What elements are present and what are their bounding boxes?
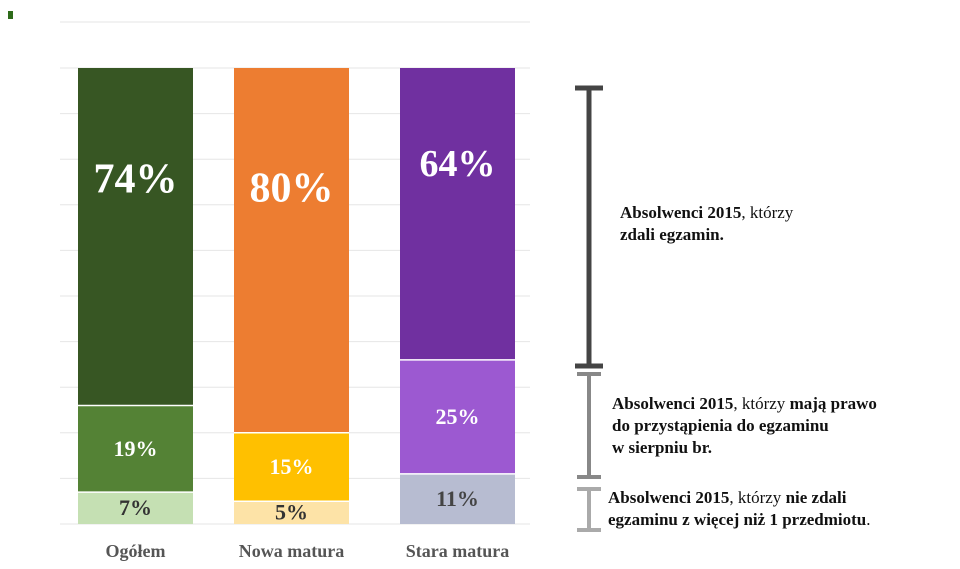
annotation-passed-bold2: zdali egzamin. — [620, 224, 724, 244]
data-label-failed: 7% — [119, 495, 152, 520]
annotation-retake-bold1: Absolwenci 2015 — [612, 394, 734, 413]
data-label-failed: 5% — [275, 500, 308, 525]
bar-segment-retake — [78, 405, 193, 493]
bar-segment-retake — [400, 359, 515, 474]
data-label-failed: 11% — [436, 486, 479, 511]
annotation-failed-normal2: . — [866, 509, 871, 529]
annotation-failed-bold3: egzaminu z więcej niż 1 przedmiotu — [608, 509, 867, 529]
data-label-retake: 25% — [436, 404, 480, 429]
annotation-retake-bold2: mają prawo — [789, 394, 877, 413]
data-label-passed: 64% — [420, 143, 496, 185]
brackets — [575, 85, 603, 532]
bar-segment-retake — [234, 432, 349, 502]
category-label: Stara matura — [406, 541, 509, 561]
annotation-failed-bold1: Absolwenci 2015 — [608, 488, 730, 507]
annotation-retake-bold3: do przystąpienia do egzaminu — [612, 415, 829, 435]
annotation-failed-normal1: , którzy — [729, 488, 786, 507]
category-label: Ogółem — [106, 541, 166, 561]
annotation-failed: Absolwenci 2015, którzy nie zdali egzami… — [608, 487, 956, 531]
data-label-retake: 15% — [270, 454, 314, 479]
annotation-failed-bold2: nie zdali — [785, 488, 847, 507]
data-label-retake: 19% — [114, 436, 158, 461]
bar-segment-passed — [78, 68, 193, 406]
category-labels: Ogółem Nowa matura Stara matura — [106, 541, 510, 561]
bar-segment-passed — [400, 68, 515, 360]
annotation-passed-bold1: Absolwenci 2015 — [620, 203, 742, 222]
bar-segment-failed — [400, 473, 515, 524]
data-label-passed: 80% — [250, 166, 334, 212]
bar-segment-failed — [234, 501, 349, 524]
bars: 7% 19% 74% 5% 15% 80% 11% 25% 64% — [78, 68, 515, 525]
data-label-passed: 74% — [94, 156, 178, 202]
annotation-passed: Absolwenci 2015, którzy zdali egzamin. — [620, 202, 950, 246]
bar-segment-passed — [234, 68, 349, 433]
annotation-passed-normal1: , którzy — [741, 203, 794, 222]
category-label: Nowa matura — [239, 541, 345, 561]
annotation-retake: Absolwenci 2015, którzy mają prawo do pr… — [612, 393, 957, 458]
corner-mark — [8, 11, 13, 19]
annotation-retake-normal1: , którzy — [733, 394, 790, 413]
annotation-retake-bold4: w sierpniu br. — [612, 437, 712, 457]
bar-segment-failed — [78, 492, 193, 524]
